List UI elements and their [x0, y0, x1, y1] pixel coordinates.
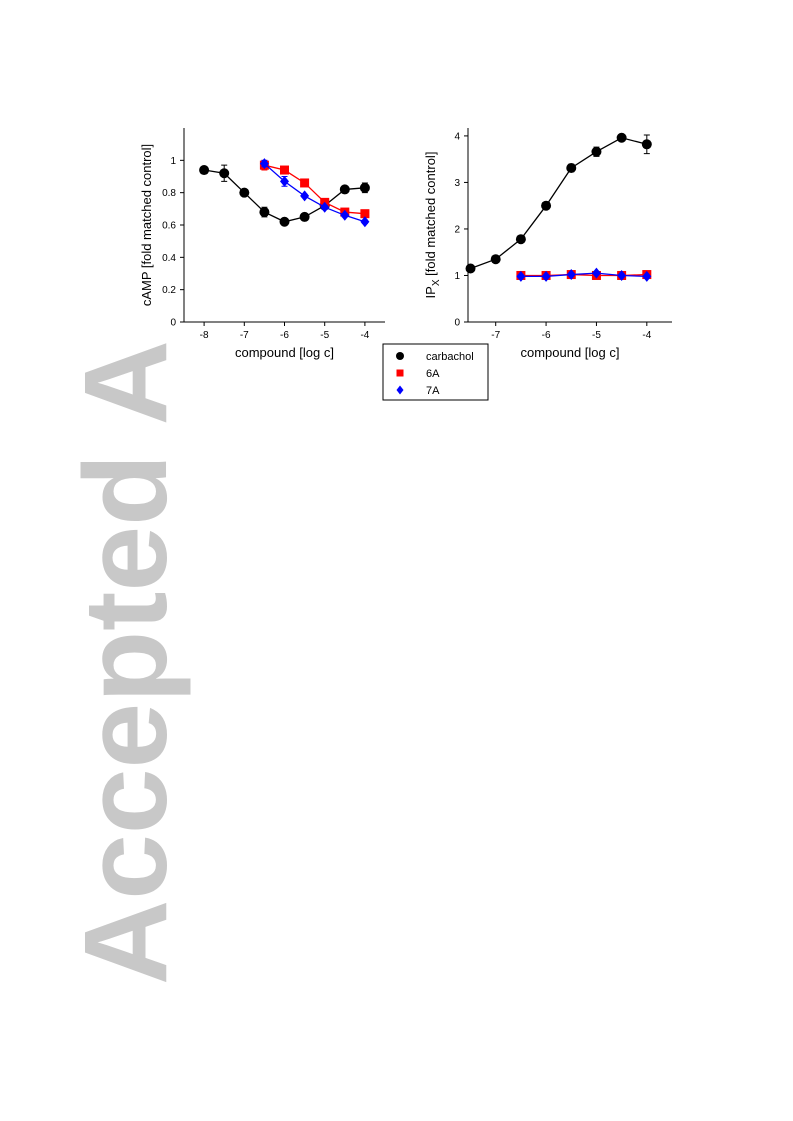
marker	[360, 209, 370, 219]
marker	[641, 139, 652, 150]
y-tick-label: 1	[454, 271, 460, 282]
marker	[299, 211, 310, 222]
y-axis-label-subscript: X	[431, 279, 442, 286]
marker	[279, 216, 290, 227]
y-tick-label: 0.6	[162, 221, 176, 232]
marker	[566, 163, 577, 174]
marker	[259, 158, 269, 170]
y-tick-label: 2	[454, 224, 460, 235]
marker	[320, 201, 330, 213]
x-tick-label: -6	[280, 330, 289, 341]
x-tick-label: -7	[240, 330, 249, 341]
marker	[616, 132, 627, 143]
marker	[259, 207, 270, 218]
marker	[617, 269, 627, 281]
x-tick-label: -6	[542, 330, 551, 341]
y-tick-label: 0.4	[162, 253, 176, 264]
marker	[300, 178, 310, 188]
legend-label: 6A	[426, 368, 440, 380]
marker	[516, 270, 526, 282]
x-tick-label: -8	[200, 330, 209, 341]
x-tick-label: -4	[360, 330, 369, 341]
marker	[339, 184, 350, 195]
y-axis-label-suffix: [fold matched control]	[423, 152, 438, 280]
legend-label: 7A	[426, 385, 440, 397]
legend-marker	[396, 369, 404, 377]
series-line	[470, 137, 647, 270]
marker	[566, 269, 576, 281]
x-tick-label: -4	[642, 330, 651, 341]
marker	[515, 234, 526, 245]
y-axis-label-main: cAMP [fold matched control]	[139, 144, 154, 306]
marker	[199, 165, 210, 176]
y-tick-label: 0	[454, 318, 460, 329]
x-tick-label: -7	[491, 330, 500, 341]
legend-marker	[396, 385, 404, 395]
y-tick-label: 0	[170, 318, 176, 329]
y-tick-label: 0.8	[162, 188, 176, 199]
marker	[239, 187, 250, 198]
marker	[591, 267, 601, 279]
marker	[541, 200, 552, 211]
y-axis-label: cAMP [fold matched control]	[139, 144, 154, 306]
x-axis-label: compound [log c]	[235, 345, 334, 360]
y-tick-label: 1	[170, 156, 176, 167]
marker	[340, 209, 350, 221]
marker	[359, 182, 370, 193]
marker	[465, 263, 476, 274]
y-tick-label: 4	[454, 131, 460, 142]
marker	[642, 270, 652, 282]
y-tick-label: 0.2	[162, 285, 176, 296]
y-tick-label: 3	[454, 178, 460, 189]
legend-label: carbachol	[426, 351, 474, 363]
x-tick-label: -5	[592, 330, 601, 341]
y-axis-label-main: IP	[423, 286, 438, 298]
x-axis-label: compound [log c]	[520, 345, 619, 360]
legend: carbachol 6A 7A	[382, 343, 489, 401]
marker	[541, 270, 551, 282]
marker	[591, 146, 602, 157]
marker	[280, 165, 289, 175]
marker	[360, 216, 370, 228]
marker	[490, 254, 501, 265]
marker	[280, 175, 289, 187]
marker	[300, 190, 310, 202]
y-axis-label: IPX [fold matched control]	[423, 152, 442, 299]
legend-marker	[396, 352, 404, 360]
marker	[219, 168, 230, 179]
x-tick-label: -5	[320, 330, 329, 341]
watermark: Accepted A	[60, 340, 192, 985]
